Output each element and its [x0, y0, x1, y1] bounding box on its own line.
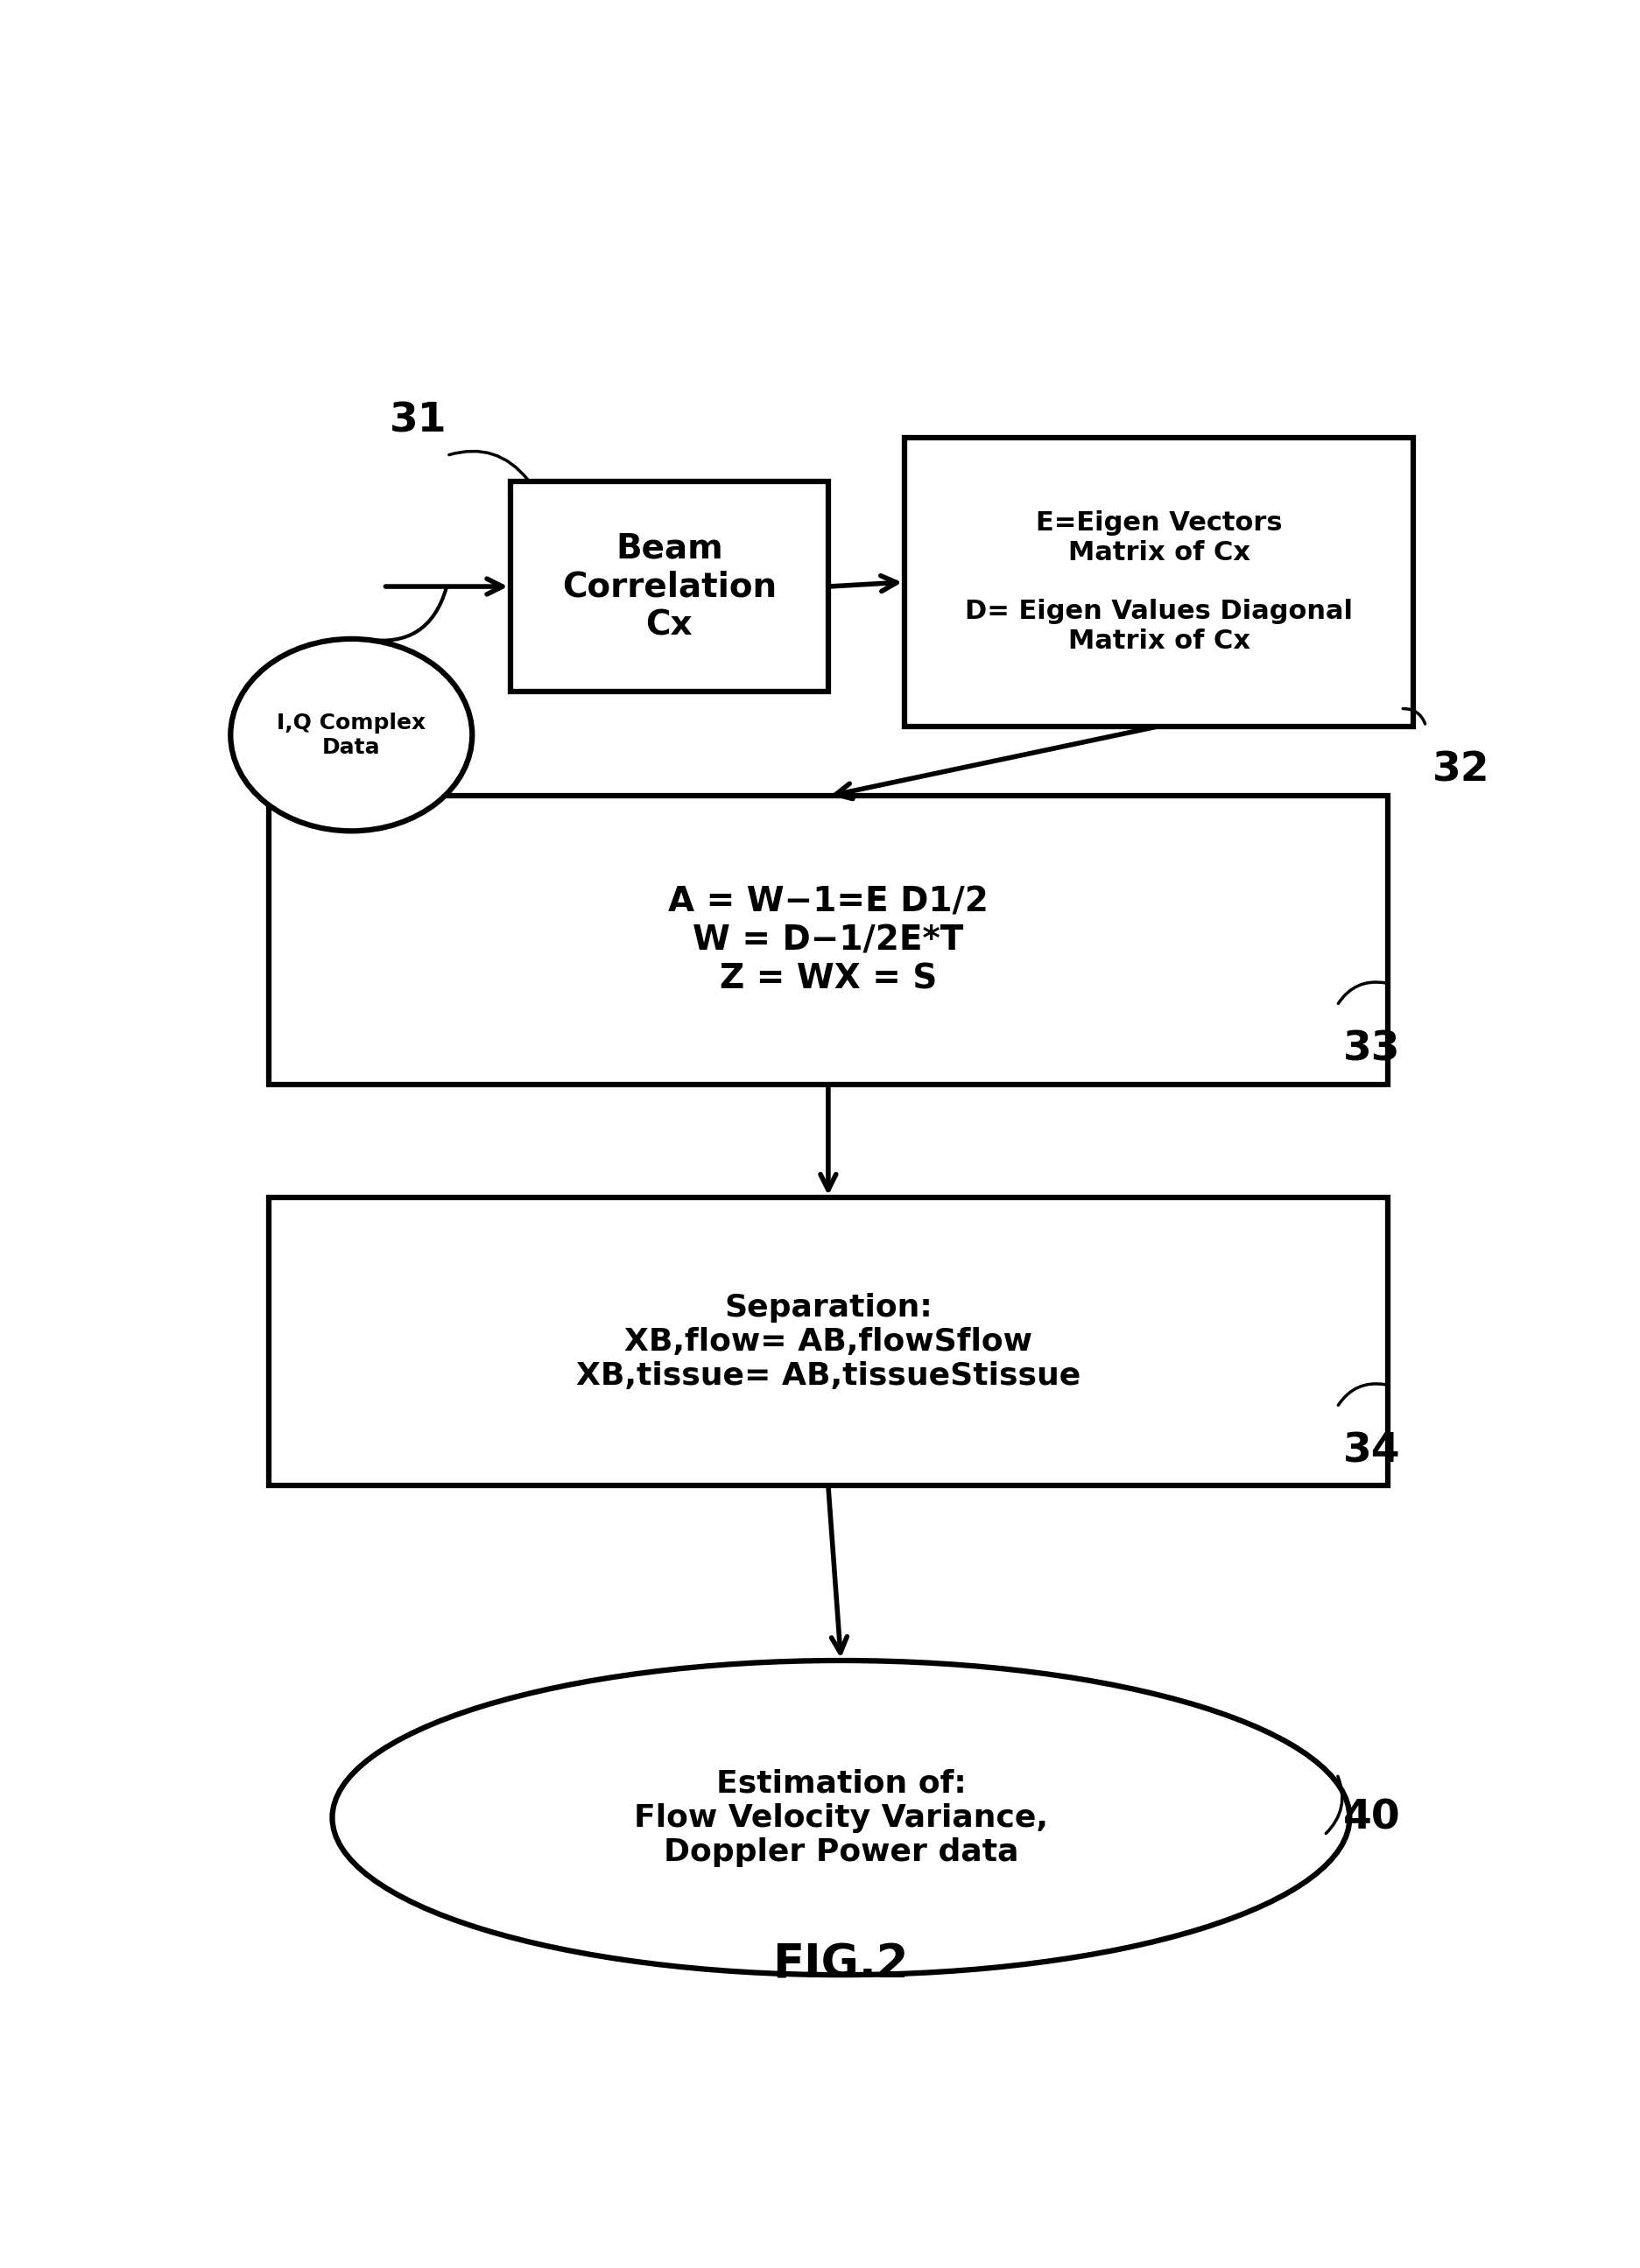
Text: 31: 31 — [389, 401, 446, 440]
Text: 40: 40 — [1343, 1799, 1401, 1837]
Text: FIG.2: FIG.2 — [772, 1941, 909, 1987]
Text: Separation:
XB,flow= AB,flowSflow
XB,tissue= AB,tissueStissue: Separation: XB,flow= AB,flowSflow XB,tis… — [576, 1293, 1079, 1390]
Text: E=Eigen Vectors
Matrix of Cx

D= Eigen Values Diagonal
Matrix of Cx: E=Eigen Vectors Matrix of Cx D= Eigen Va… — [964, 510, 1351, 653]
Text: A = W−1=E D1/2
W = D−1/2E*T
Z = WX = S: A = W−1=E D1/2 W = D−1/2E*T Z = WX = S — [667, 885, 987, 996]
Text: Estimation of:
Flow Velocity Variance,
Doppler Power data: Estimation of: Flow Velocity Variance, D… — [633, 1769, 1048, 1867]
FancyBboxPatch shape — [510, 481, 828, 692]
Text: 33: 33 — [1343, 1030, 1401, 1068]
FancyBboxPatch shape — [904, 438, 1412, 726]
Ellipse shape — [230, 640, 472, 830]
FancyBboxPatch shape — [269, 1198, 1387, 1486]
Ellipse shape — [331, 1660, 1348, 1975]
Text: I,Q Complex
Data: I,Q Complex Data — [277, 712, 426, 758]
FancyBboxPatch shape — [269, 796, 1387, 1084]
Text: 34: 34 — [1343, 1431, 1401, 1470]
Text: 32: 32 — [1432, 751, 1489, 789]
Text: Beam
Correlation
Cx: Beam Correlation Cx — [561, 531, 776, 642]
